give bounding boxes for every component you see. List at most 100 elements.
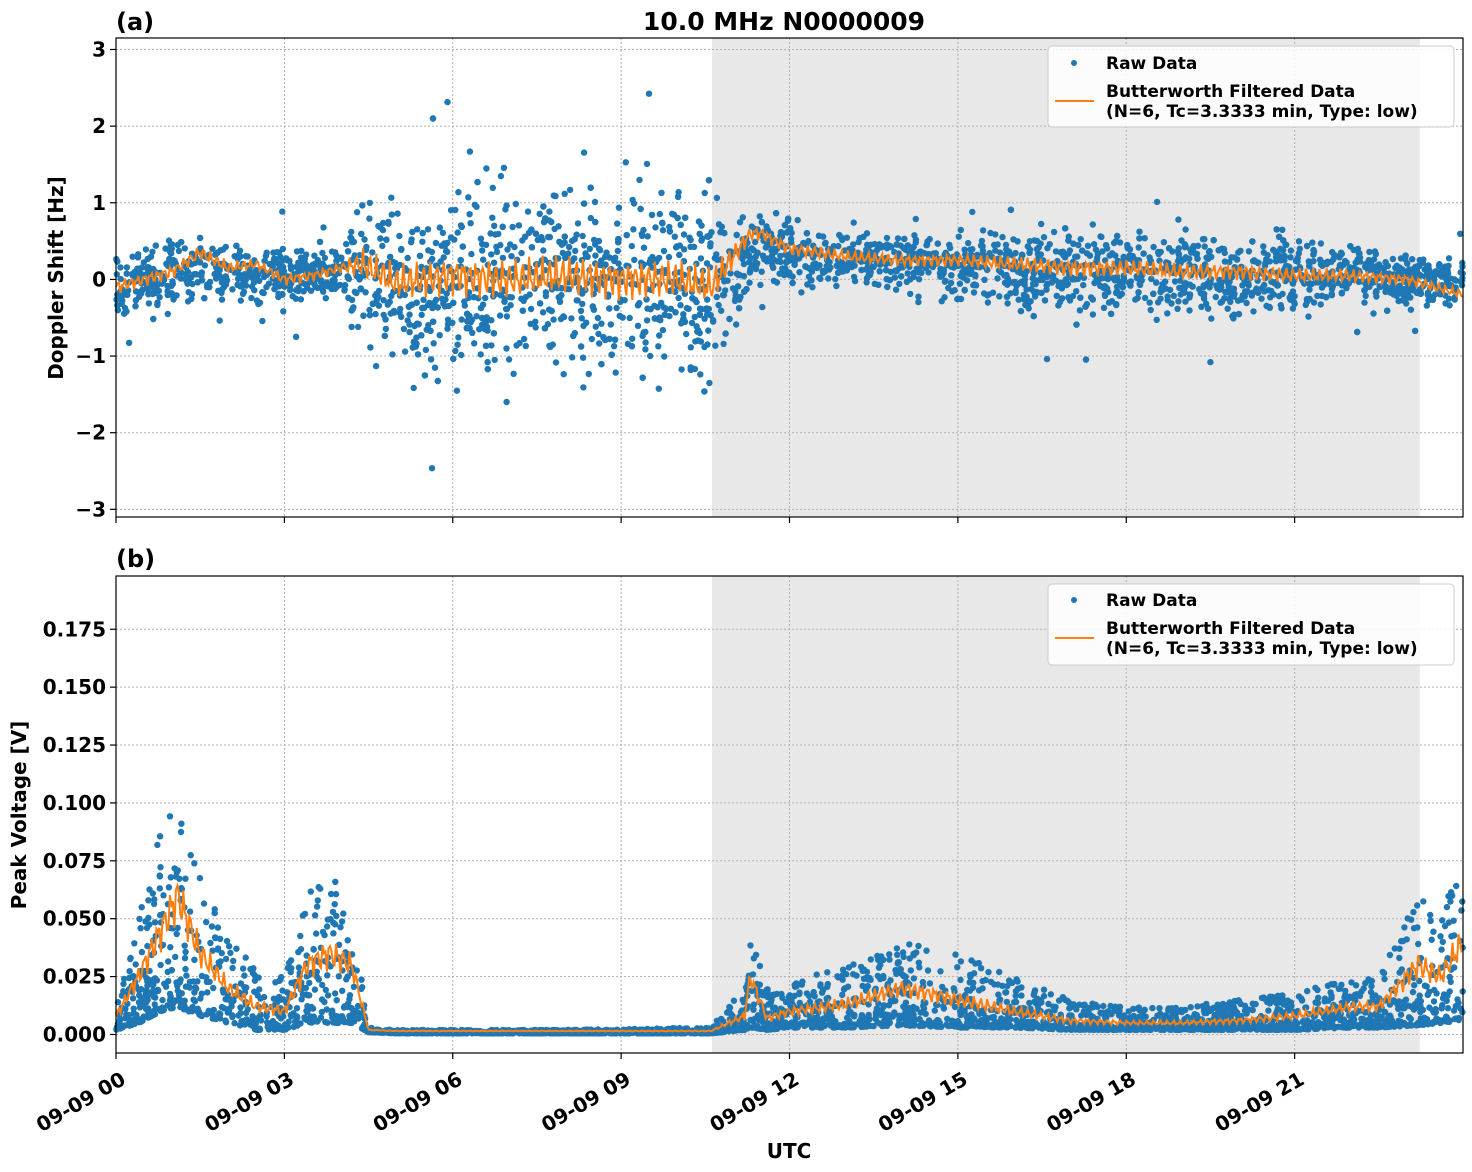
raw-data-point bbox=[353, 209, 361, 216]
raw-data-point bbox=[984, 299, 992, 306]
raw-data-point bbox=[430, 340, 437, 347]
raw-data-point bbox=[841, 247, 849, 254]
raw-data-point bbox=[422, 346, 430, 354]
raw-data-point bbox=[1132, 296, 1139, 303]
raw-data-point bbox=[608, 351, 615, 358]
raw-data-point bbox=[1310, 299, 1318, 306]
raw-data-point bbox=[1100, 304, 1108, 311]
raw-data-point bbox=[947, 279, 955, 287]
raw-data-point bbox=[622, 159, 629, 166]
raw-data-point bbox=[1233, 256, 1241, 263]
raw-data-point bbox=[752, 261, 760, 269]
raw-data-point bbox=[1438, 273, 1445, 280]
raw-data-point bbox=[1164, 293, 1171, 300]
raw-data-point bbox=[1175, 245, 1183, 252]
raw-data-point bbox=[201, 295, 208, 302]
raw-data-point bbox=[794, 216, 801, 224]
raw-data-point bbox=[956, 280, 964, 287]
raw-data-point bbox=[1443, 903, 1451, 911]
raw-data-point bbox=[1287, 254, 1294, 261]
raw-data-point bbox=[1084, 242, 1092, 249]
raw-data-point bbox=[907, 290, 914, 298]
raw-data-point bbox=[367, 344, 374, 351]
raw-data-point bbox=[1119, 284, 1127, 291]
raw-data-point bbox=[227, 949, 234, 957]
raw-data-point bbox=[123, 270, 130, 277]
raw-data-point bbox=[915, 298, 922, 306]
raw-data-point bbox=[863, 230, 871, 237]
raw-data-point bbox=[316, 238, 324, 246]
raw-data-point bbox=[578, 315, 585, 322]
raw-data-point bbox=[173, 930, 180, 938]
raw-data-point bbox=[182, 965, 189, 973]
raw-data-point bbox=[353, 289, 360, 297]
raw-data-point bbox=[409, 228, 416, 236]
raw-data-point bbox=[1404, 260, 1411, 267]
raw-data-point bbox=[1217, 299, 1224, 306]
raw-data-point bbox=[560, 313, 567, 320]
raw-data-point bbox=[1260, 249, 1268, 256]
raw-data-point bbox=[138, 904, 145, 911]
raw-data-point bbox=[1266, 303, 1273, 311]
raw-data-point bbox=[418, 332, 425, 339]
raw-data-point bbox=[699, 235, 706, 242]
raw-data-point bbox=[1203, 254, 1210, 261]
raw-data-point bbox=[893, 241, 900, 248]
raw-data-point bbox=[541, 325, 549, 332]
raw-data-point bbox=[741, 288, 748, 295]
raw-data-point bbox=[283, 255, 290, 262]
raw-data-point bbox=[1098, 233, 1105, 241]
raw-data-point bbox=[687, 243, 694, 250]
raw-data-point bbox=[972, 271, 979, 279]
raw-data-point bbox=[1190, 243, 1197, 250]
raw-data-point bbox=[251, 287, 258, 294]
raw-data-point bbox=[1280, 237, 1287, 244]
raw-data-point bbox=[1366, 248, 1373, 256]
raw-data-point bbox=[937, 272, 945, 280]
raw-data-point bbox=[636, 176, 643, 184]
raw-data-point bbox=[662, 305, 670, 313]
raw-data-point bbox=[740, 260, 748, 268]
raw-data-point bbox=[188, 291, 196, 298]
raw-data-point bbox=[492, 231, 499, 238]
raw-data-point bbox=[1245, 248, 1253, 255]
raw-data-point bbox=[694, 337, 702, 344]
raw-data-point bbox=[1182, 298, 1189, 305]
raw-data-point bbox=[705, 177, 713, 184]
raw-data-point bbox=[484, 358, 491, 366]
raw-data-point bbox=[509, 223, 516, 231]
raw-data-point bbox=[348, 228, 355, 236]
raw-data-point bbox=[1279, 247, 1287, 254]
raw-data-point bbox=[208, 923, 216, 930]
raw-data-point bbox=[1012, 289, 1019, 296]
raw-data-point bbox=[647, 305, 654, 313]
raw-data-point bbox=[516, 339, 523, 347]
raw-data-point bbox=[886, 956, 893, 963]
raw-data-point bbox=[940, 266, 947, 273]
raw-data-point bbox=[1113, 283, 1121, 290]
raw-data-point bbox=[1179, 289, 1187, 296]
raw-data-point bbox=[1310, 246, 1317, 254]
raw-data-point bbox=[1161, 278, 1169, 285]
raw-data-point bbox=[482, 294, 489, 302]
raw-data-point bbox=[954, 964, 961, 971]
raw-data-point bbox=[1396, 954, 1403, 962]
raw-data-point bbox=[478, 240, 486, 248]
raw-data-point bbox=[404, 317, 411, 324]
raw-data-point bbox=[713, 194, 721, 202]
raw-data-point bbox=[319, 981, 326, 989]
raw-data-point bbox=[1079, 247, 1086, 254]
raw-data-point bbox=[550, 316, 557, 323]
raw-data-point bbox=[1038, 276, 1045, 283]
raw-data-point bbox=[1453, 882, 1460, 890]
raw-data-point bbox=[977, 965, 985, 972]
raw-data-point bbox=[240, 288, 248, 296]
raw-data-point bbox=[212, 251, 219, 258]
raw-data-point bbox=[1024, 243, 1032, 250]
raw-data-point bbox=[366, 199, 373, 207]
raw-data-point bbox=[182, 948, 189, 956]
raw-data-point bbox=[322, 295, 329, 302]
raw-data-point bbox=[759, 303, 766, 311]
